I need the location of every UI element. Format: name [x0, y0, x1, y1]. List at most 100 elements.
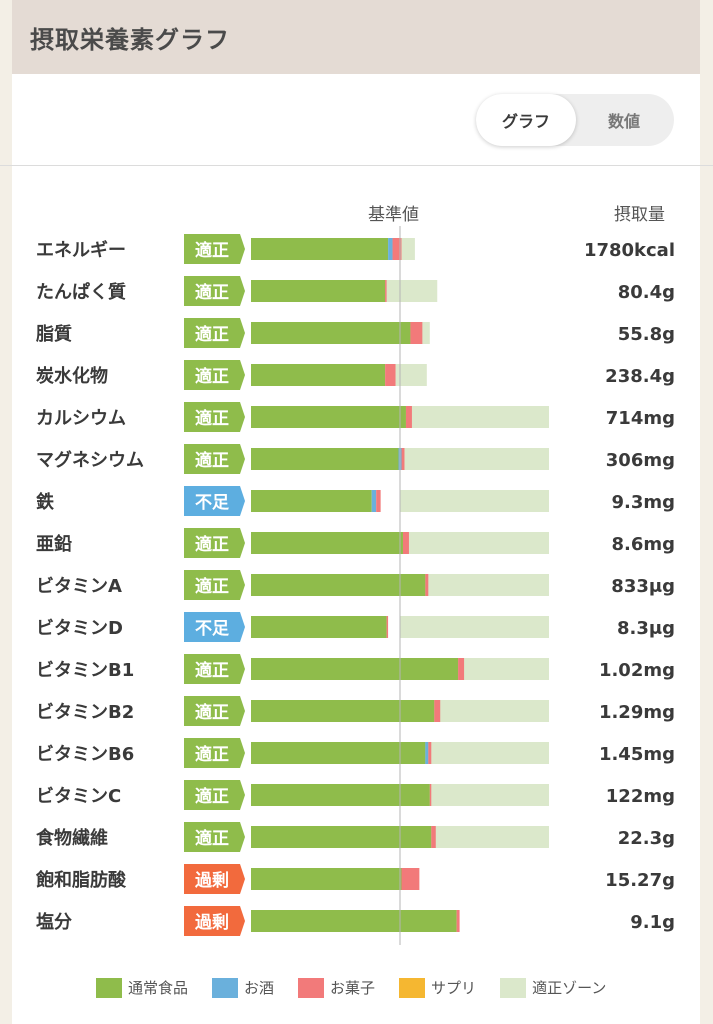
tab-graph[interactable]: グラフ [476, 94, 576, 146]
status-badge [184, 654, 245, 684]
legend-swatch [399, 977, 426, 998]
snack-bar [428, 742, 432, 764]
alcohol-bar [388, 238, 393, 260]
status-badge [184, 234, 245, 264]
nutrient-label: ビタミンB2 [36, 702, 134, 723]
snack-bar [431, 826, 436, 848]
snack-bar [456, 910, 460, 932]
legend-item: サプリ [399, 977, 476, 998]
status-badge [184, 906, 245, 936]
tab-values[interactable]: 数値 [607, 112, 640, 131]
intake-value: 1.29mg [599, 702, 675, 723]
intake-column-header: 摂取量 [614, 205, 665, 225]
snack-bar [401, 448, 405, 470]
status-badge [184, 486, 245, 516]
alcohol-bar [371, 490, 377, 512]
legend-swatch [500, 977, 527, 998]
status-badge-label: 適正 [195, 744, 229, 765]
status-badge-label: 適正 [195, 408, 229, 429]
status-badge-label: 適正 [195, 282, 229, 303]
status-badge [184, 570, 245, 600]
snack-bar [405, 406, 412, 428]
status-badge-label: 不足 [195, 493, 229, 513]
nutrient-label: ビタミンD [36, 618, 123, 639]
status-badge [184, 864, 245, 894]
status-badge-label: 適正 [195, 660, 229, 681]
legend-label: サプリ [431, 979, 477, 997]
nutrient-label: ビタミンA [36, 576, 122, 597]
nutrient-label: 亜鉛 [36, 533, 72, 555]
status-badge [184, 276, 245, 306]
zone-bar [400, 784, 549, 806]
zone-bar [388, 364, 427, 386]
nutrient-label: 塩分 [36, 911, 72, 933]
snack-bar [401, 868, 420, 890]
page-header: 摂取栄養素グラフ [12, 0, 700, 74]
legend-swatch [298, 977, 325, 998]
legend-swatch [212, 977, 239, 998]
nutrient-label: 飽和脂肪酸 [35, 869, 127, 891]
intake-value: 833μg [611, 576, 675, 597]
snack-bar [458, 658, 465, 680]
status-badge-label: 適正 [195, 324, 229, 345]
nutrient-label: カルシウム [36, 408, 126, 429]
page-title: 摂取栄養素グラフ [30, 26, 230, 54]
snack-bar [392, 238, 402, 260]
food-bar [251, 238, 389, 260]
legend-label: お酒 [244, 979, 275, 997]
food-bar [251, 280, 386, 302]
zone-bar [400, 448, 549, 470]
nutrient-label: 鉄 [36, 491, 54, 513]
legend-label: お菓子 [330, 979, 376, 997]
status-badge-label: 適正 [195, 240, 229, 261]
status-badge-label: 適正 [195, 576, 229, 597]
status-badge [184, 696, 245, 726]
zone-bar [400, 490, 549, 512]
food-bar [251, 448, 399, 470]
snack-bar [434, 700, 441, 722]
intake-value: 15.27g [605, 870, 675, 891]
zone-bar [400, 826, 549, 848]
nutrient-label: 食物繊維 [35, 827, 108, 849]
intake-value: 8.3μg [617, 618, 675, 639]
status-badge-label: 適正 [195, 702, 229, 723]
intake-value: 238.4g [605, 366, 675, 387]
standard-column-header: 基準値 [368, 205, 419, 225]
snack-bar [410, 322, 423, 344]
status-badge-label: 適正 [195, 828, 229, 849]
status-badge [184, 738, 245, 768]
intake-value: 1.02mg [599, 660, 675, 681]
intake-value: 1780kcal [584, 240, 675, 261]
snack-bar [425, 574, 429, 596]
intake-value: 714mg [606, 408, 675, 429]
nutrient-label: ビタミンB6 [36, 744, 134, 765]
legend-item: お菓子 [298, 977, 375, 998]
food-bar [251, 364, 386, 386]
nutrient-label: 炭水化物 [36, 365, 108, 387]
snack-bar [386, 616, 389, 638]
nutrient-label: ビタミンC [36, 786, 121, 807]
food-bar [251, 868, 402, 890]
food-bar [251, 658, 459, 680]
food-bar [251, 490, 372, 512]
status-badge-label: 適正 [195, 450, 229, 471]
status-badge [184, 612, 245, 642]
legend-swatch [96, 977, 122, 998]
zone-bar [400, 574, 549, 596]
food-bar [251, 784, 430, 806]
snack-bar [402, 532, 409, 554]
chart-legend: 通常食品 お酒 お菓子 サプリ 適正ゾーン [96, 977, 606, 998]
food-bar [251, 406, 406, 428]
intake-value: 8.6mg [611, 534, 675, 555]
snack-bar [385, 280, 387, 302]
food-bar [251, 322, 411, 344]
food-bar [251, 742, 426, 764]
status-badge [184, 402, 245, 432]
food-bar [251, 574, 426, 596]
nutrient-label: たんぱく質 [36, 281, 126, 303]
food-bar [251, 532, 403, 554]
intake-value: 9.1g [630, 912, 675, 933]
legend-item: 適正ゾーン [500, 977, 606, 998]
status-badge [184, 780, 245, 810]
status-badge-label: 適正 [195, 786, 229, 807]
